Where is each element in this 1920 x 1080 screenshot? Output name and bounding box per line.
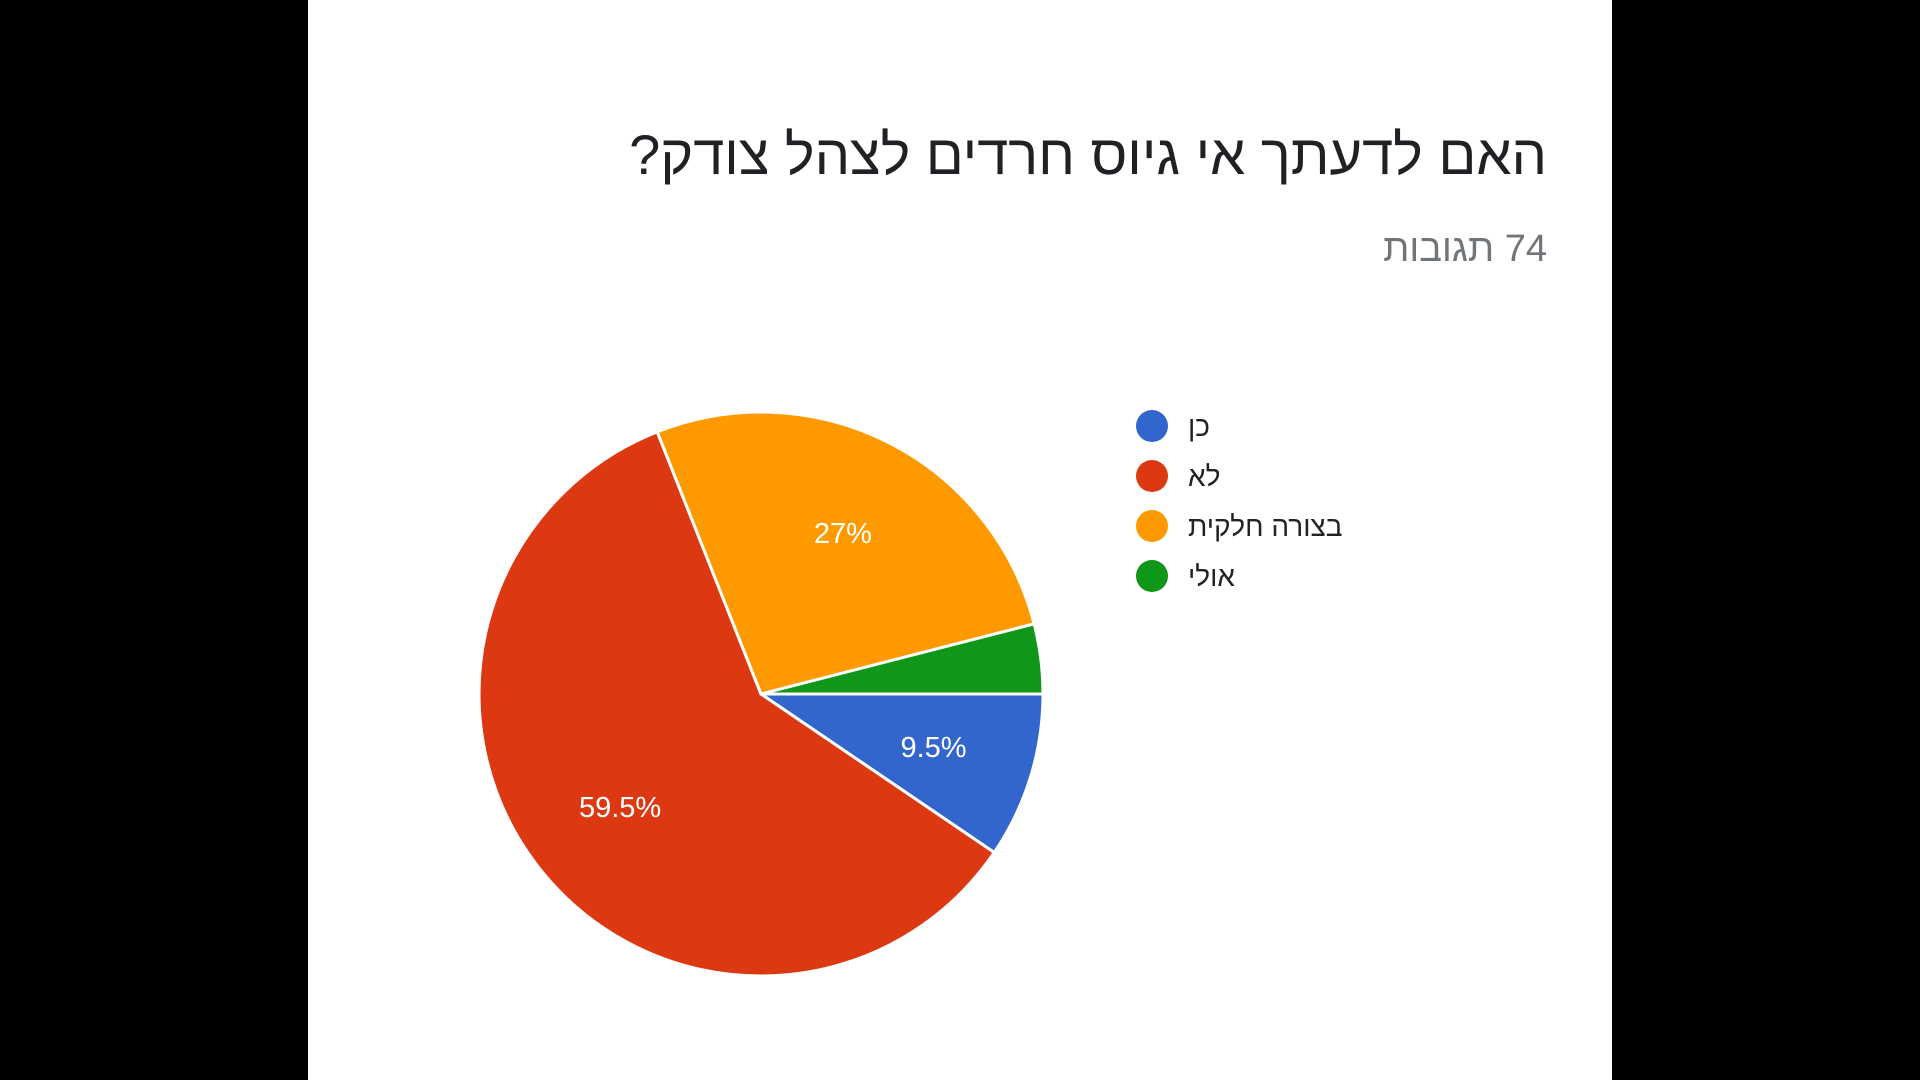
- legend-label-1: לא: [1188, 461, 1220, 492]
- legend-label-3: אולי: [1188, 561, 1235, 592]
- response-count: 74 תגובות: [1383, 228, 1547, 270]
- legend-swatch-0: [1136, 410, 1168, 442]
- legend-swatch-3: [1136, 560, 1168, 592]
- pie-slice-3[interactable]: [759, 622, 1045, 696]
- legend-label-2: בצורה חלקית: [1188, 511, 1343, 542]
- slice-percent-label-0: 9.5%: [900, 732, 966, 764]
- slice-percent-label-1: 59.5%: [579, 792, 661, 824]
- chart-panel: האם לדעתך אי גיוס חרדים לצהל צודק? 74 תג…: [308, 0, 1612, 1080]
- pie-chart: 9.5% 59.5% 27% כן לא בצורה חלקית אולי: [477, 410, 1343, 978]
- pie-slice-2[interactable]: [655, 410, 1036, 696]
- pie-slice-1[interactable]: [477, 430, 996, 978]
- pie-slice-0[interactable]: [759, 692, 1045, 855]
- chart-title: האם לדעתך אי גיוס חרדים לצהל צודק?: [629, 123, 1547, 186]
- legend-swatch-2: [1136, 510, 1168, 542]
- pie-labels: 9.5% 59.5% 27%: [579, 518, 967, 824]
- slice-percent-label-2: 27%: [814, 518, 872, 550]
- pie-slices: [477, 410, 1045, 978]
- legend-label-0: כן: [1188, 411, 1210, 442]
- legend-swatch-1: [1136, 460, 1168, 492]
- legend: כן לא בצורה חלקית אולי: [1136, 410, 1343, 592]
